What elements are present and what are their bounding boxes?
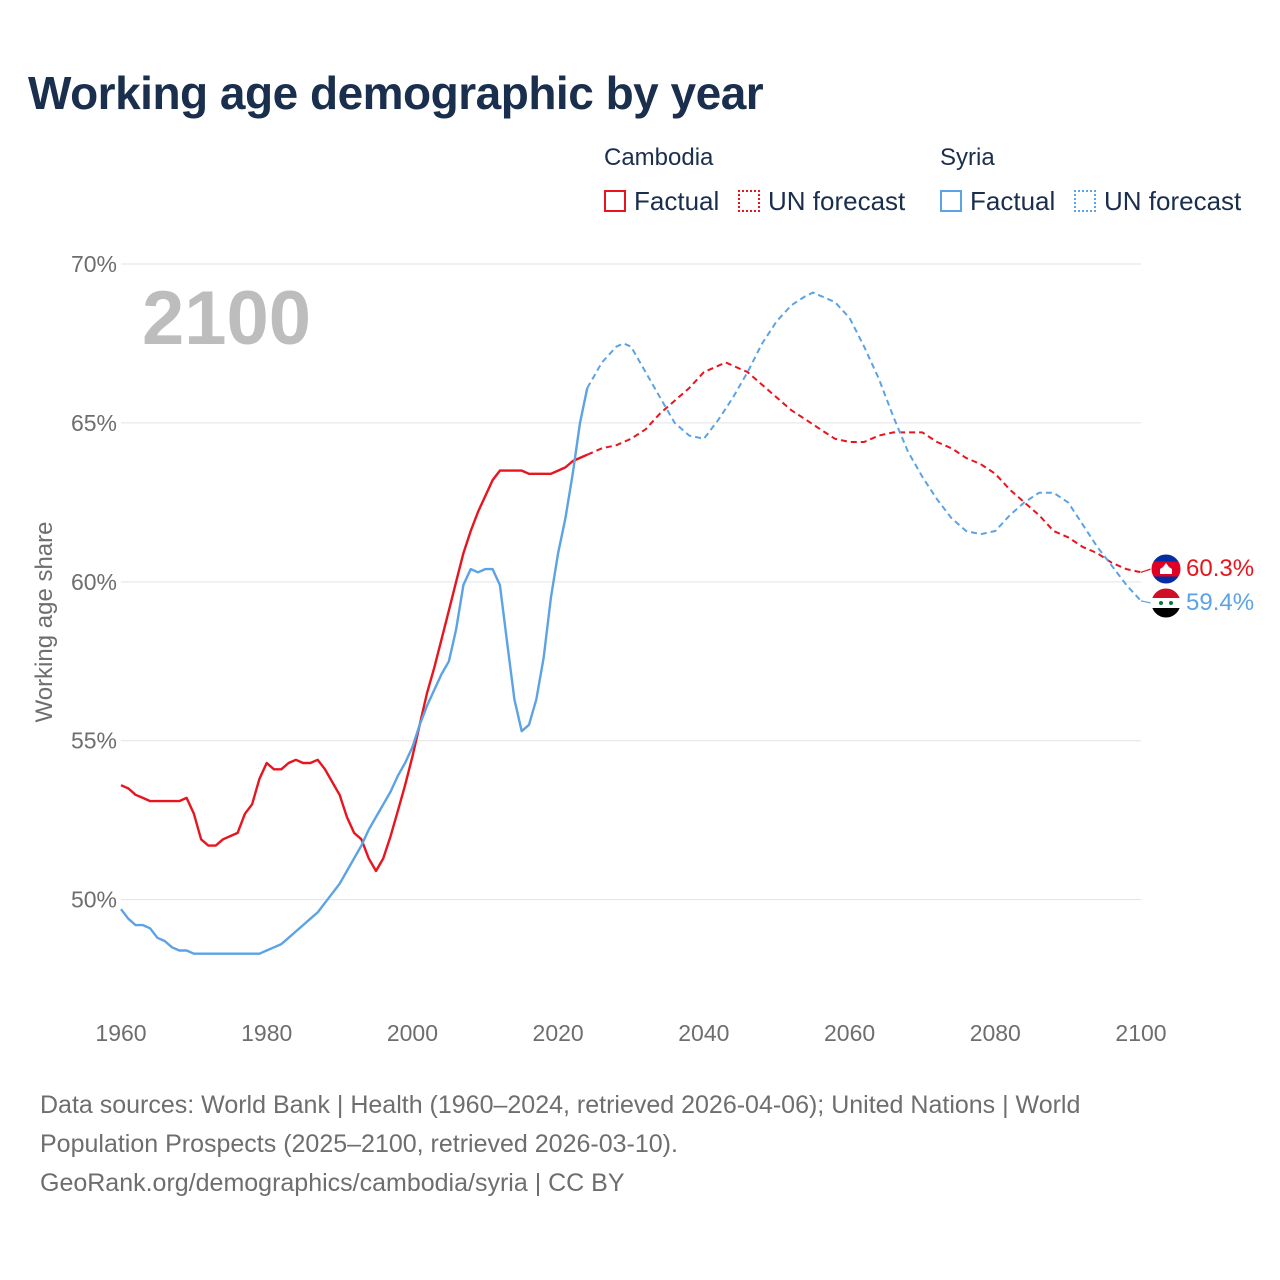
y-tick-label: 50% (71, 887, 117, 913)
y-tick-label: 60% (71, 569, 117, 595)
y-tick-label: 70% (71, 251, 117, 277)
legend-label: UN forecast (768, 185, 906, 216)
series-lines (120, 291, 1152, 955)
x-tick-label: 1980 (241, 1020, 292, 1046)
legend-label: Factual (970, 185, 1056, 216)
footer-line: Data sources: World Bank | Health (1960–… (40, 1091, 1081, 1119)
x-axis-ticks: 1960 1980 2000 2020 2040 2060 2080 2100 (95, 1020, 1166, 1046)
x-tick-label: 1960 (95, 1020, 146, 1046)
legend-label: UN forecast (1104, 185, 1242, 216)
cambodia-end-connector (1140, 568, 1152, 573)
x-tick-label: 2040 (678, 1020, 729, 1046)
legend-swatch-dotted-icon (1074, 190, 1096, 212)
footer-line: Population Prospects (2025–2100, retriev… (40, 1130, 678, 1158)
legend-cambodia-forecast[interactable]: UN forecast (738, 186, 905, 216)
footer-sources: Data sources: World Bank | Health (1960–… (40, 1086, 1200, 1203)
syria-forecast-line[interactable] (586, 291, 1142, 602)
y-tick-label: 65% (71, 410, 117, 436)
x-tick-label: 2000 (387, 1020, 438, 1046)
cambodia-end-label: 60.3% (1186, 555, 1254, 582)
cambodia-flag-icon (1151, 554, 1181, 584)
legend-cambodia-factual[interactable]: Factual (604, 186, 719, 216)
x-tick-label: 2100 (1115, 1020, 1166, 1046)
y-axis-ticks: 50% 55% 60% 65% 70% (71, 251, 117, 913)
syria-end-label: 59.4% (1186, 589, 1254, 616)
legend-syria-factual[interactable]: Factual (940, 186, 1055, 216)
legend-syria-forecast[interactable]: UN forecast (1074, 186, 1241, 216)
syria-flag-icon (1151, 588, 1181, 618)
legend-swatch-solid-icon (940, 190, 962, 212)
x-tick-label: 2020 (533, 1020, 584, 1046)
gridlines (121, 263, 1141, 901)
legend-group-syria: Syria (940, 144, 995, 171)
syria-end-connector (1140, 600, 1152, 604)
x-tick-label: 2080 (970, 1020, 1021, 1046)
footer-line[interactable]: GeoRank.org/demographics/cambodia/syria … (40, 1169, 625, 1197)
cambodia-factual-line[interactable] (120, 453, 588, 873)
y-axis-label: Working age share (31, 522, 58, 723)
chart-title: Working age demographic by year (28, 67, 764, 119)
legend-swatch-solid-icon (604, 190, 626, 212)
legend-swatch-dotted-icon (738, 190, 760, 212)
legend-label: Factual (634, 185, 720, 216)
year-overlay: 2100 (142, 276, 311, 361)
y-tick-label: 55% (71, 728, 117, 754)
legend-group-cambodia: Cambodia (604, 144, 714, 171)
x-tick-label: 2060 (824, 1020, 875, 1046)
syria-factual-line[interactable] (120, 387, 589, 955)
cambodia-forecast-line[interactable] (586, 361, 1142, 574)
